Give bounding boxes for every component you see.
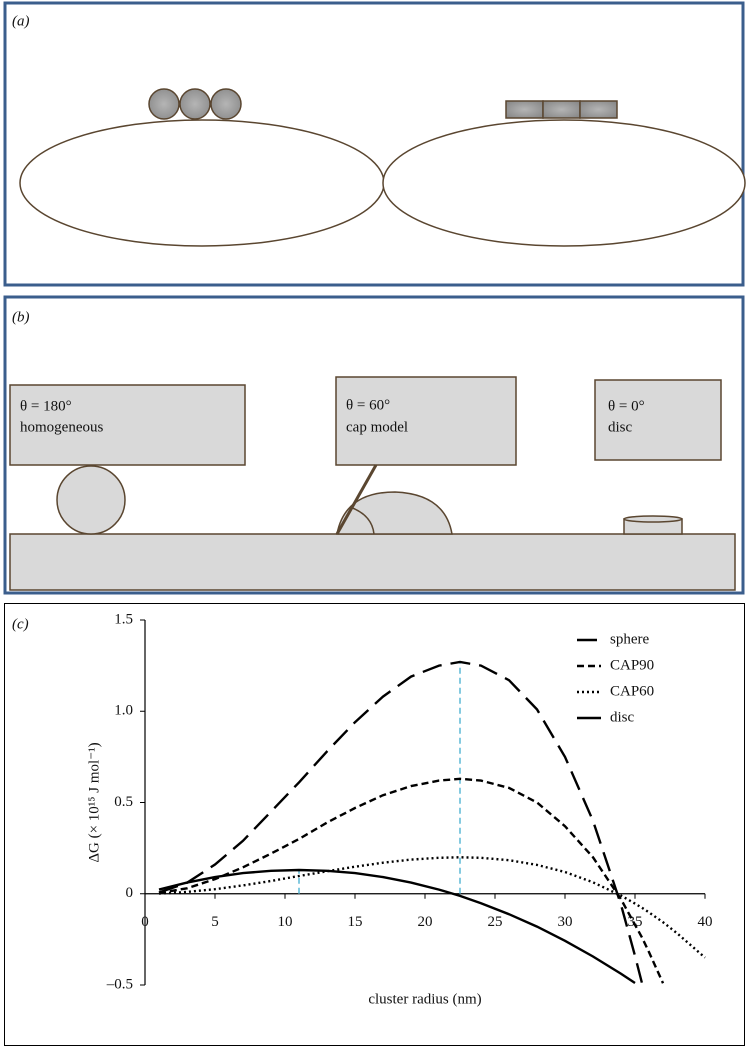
label-box	[594, 379, 722, 461]
x-tick-label: 5	[211, 914, 219, 930]
x-tick-label: 20	[418, 914, 433, 930]
angle: θ = 60°	[346, 397, 390, 413]
angle: θ = 180°	[20, 398, 72, 414]
discs	[505, 100, 618, 119]
substrate	[9, 533, 736, 591]
series-line	[158, 856, 706, 959]
legend-label: CAP90	[610, 657, 654, 673]
legend-label: disc	[610, 709, 635, 725]
model-name: cap model	[346, 419, 408, 435]
x-axis-label: cluster radius (nm)	[368, 991, 481, 1007]
label-box	[335, 376, 517, 466]
model-name: disc	[608, 419, 633, 435]
panel-label: (c)	[12, 616, 29, 632]
x-tick-label: 30	[558, 914, 573, 930]
x-tick-label: 0	[141, 914, 149, 930]
y-axis-label: ΔG (× 10¹⁵ J mol⁻¹)	[86, 742, 102, 862]
substrate-ellipse	[382, 119, 746, 247]
y-tick-label: –0.5	[106, 976, 133, 992]
panel-c-frame	[4, 603, 745, 1046]
label-box	[9, 384, 246, 466]
y-tick-label: 1.5	[114, 611, 133, 627]
cap	[336, 491, 453, 535]
panel-label: (b)	[12, 309, 30, 325]
x-tick-label: 40	[698, 914, 713, 930]
y-tick-label: 0.5	[114, 794, 133, 810]
sphere	[56, 465, 126, 535]
angle: θ = 0°	[608, 398, 645, 414]
series-line	[158, 660, 644, 984]
y-tick-label: 1.0	[114, 703, 133, 719]
spheres	[148, 88, 242, 120]
x-tick-label: 10	[278, 914, 293, 930]
cap-arc	[349, 506, 375, 535]
contact-angle-line	[335, 464, 378, 535]
series-line	[158, 868, 636, 984]
series-line	[158, 777, 665, 984]
x-tick-label: 25	[488, 914, 503, 930]
y-tick-label: 0	[126, 885, 134, 901]
x-tick-label: 15	[348, 914, 363, 930]
legend-label: CAP60	[610, 683, 654, 699]
legend-label: sphere	[610, 631, 649, 647]
model-name: homogeneous	[20, 419, 103, 435]
disc-top	[623, 515, 683, 523]
panel-label: (a)	[12, 13, 30, 29]
substrate-ellipse	[19, 119, 385, 247]
